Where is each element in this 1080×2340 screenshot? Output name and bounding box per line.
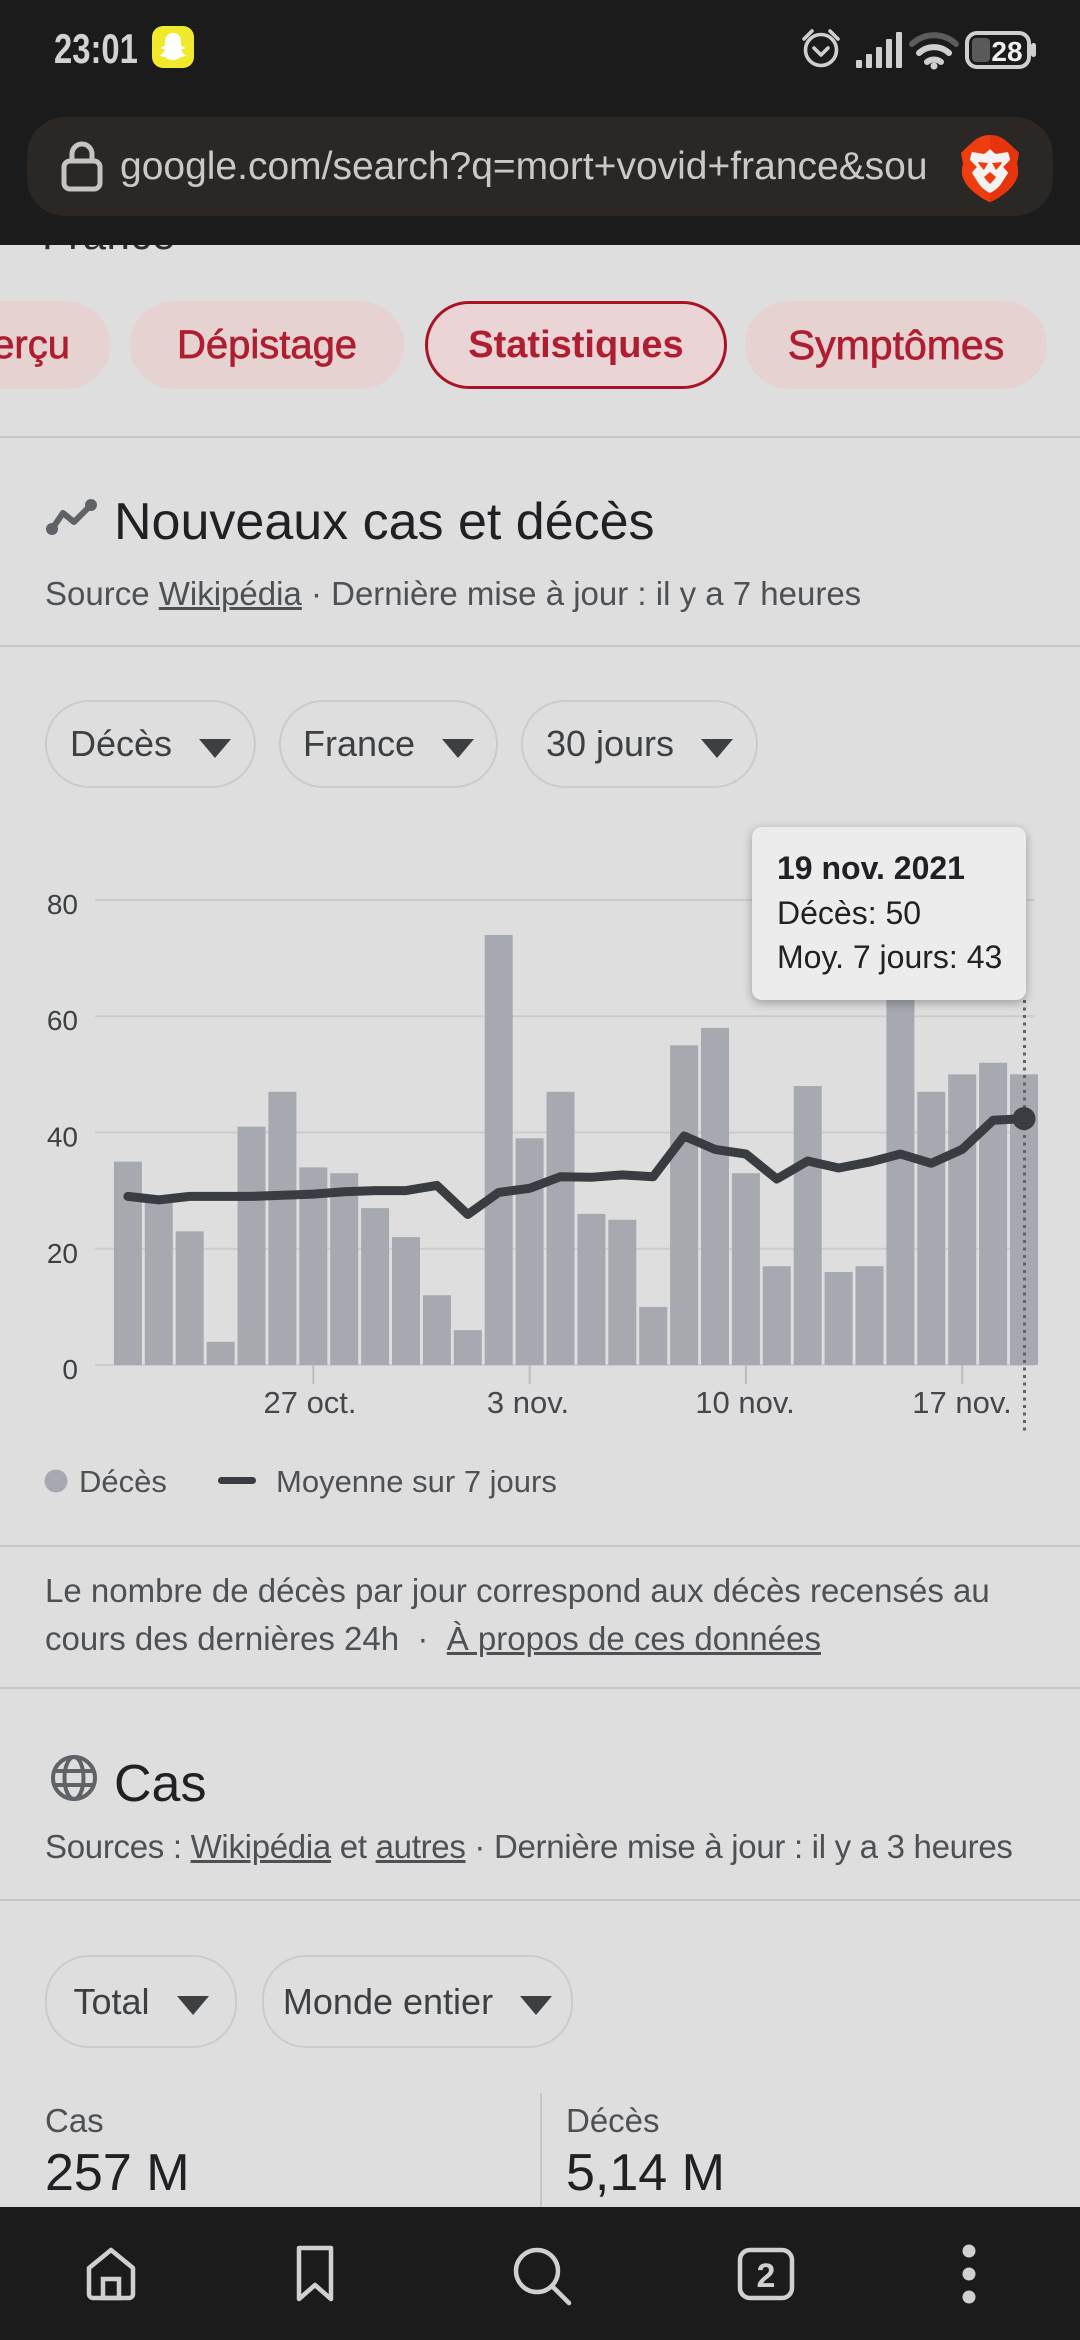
svg-text:0: 0 — [62, 1354, 78, 1385]
svg-text:20: 20 — [47, 1238, 78, 1269]
svg-text:40: 40 — [47, 1122, 78, 1153]
svg-text:2: 2 — [757, 2257, 776, 2295]
svg-text:10 nov.: 10 nov. — [695, 1385, 794, 1420]
svg-text:27 oct.: 27 oct. — [263, 1385, 356, 1420]
svg-text:60: 60 — [47, 1005, 78, 1036]
svg-text:17 nov.: 17 nov. — [912, 1385, 1011, 1420]
svg-text:3 nov.: 3 nov. — [487, 1385, 569, 1420]
svg-text:80: 80 — [47, 889, 78, 920]
svg-text:28: 28 — [991, 36, 1022, 67]
